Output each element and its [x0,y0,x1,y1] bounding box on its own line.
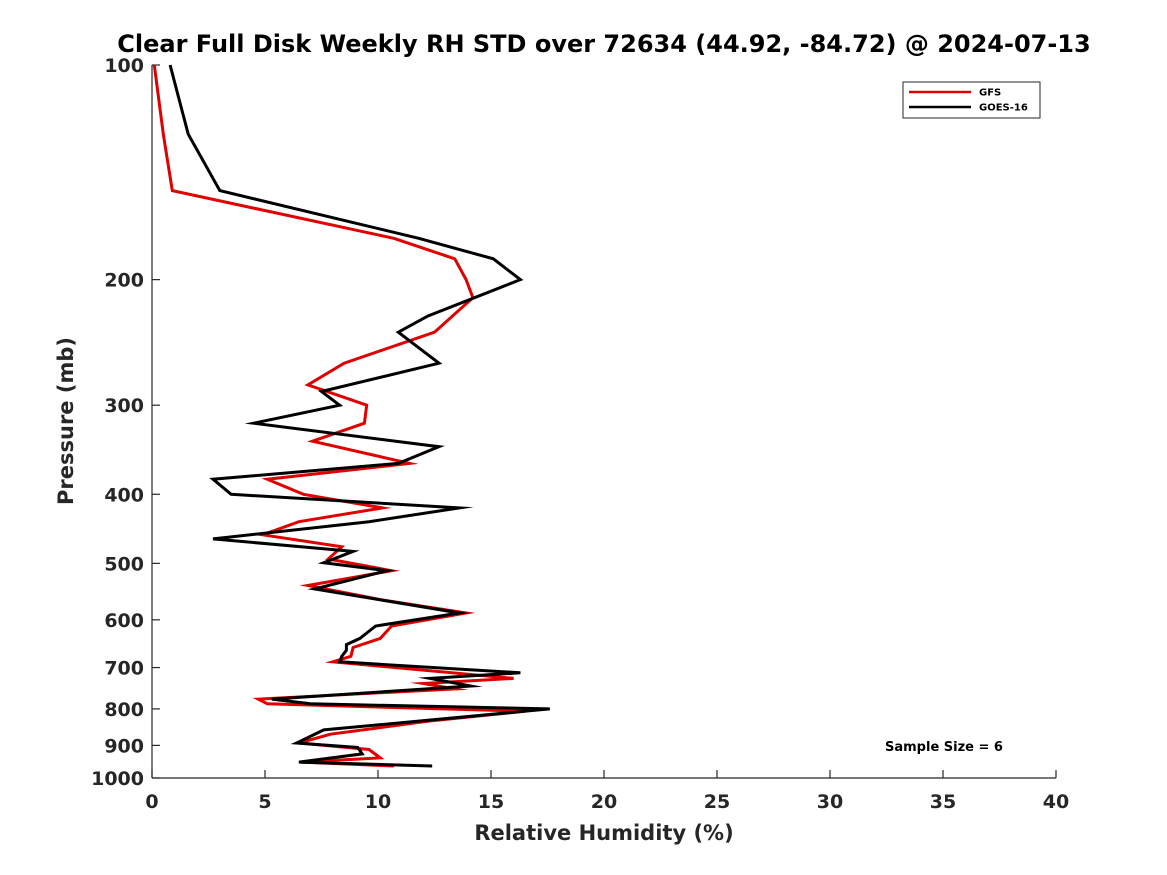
x-tick-label: 0 [145,791,158,813]
x-tick-label: 20 [591,791,617,813]
legend: GFS GOES-16 [902,81,1041,119]
series-layer [152,64,550,768]
y-tick-label: 900 [104,735,144,757]
legend-label-gfs: GFS [979,88,1001,99]
chart-title: Clear Full Disk Weekly RH STD over 72634… [117,30,1090,58]
x-axis-ticks: 0 5 10 15 20 25 30 35 40 [145,770,1069,813]
y-tick-label: 500 [104,553,144,575]
series-line-goes-16 [168,64,550,768]
x-tick-label: 30 [817,791,843,813]
x-tick-label: 5 [258,791,271,813]
plot-area [152,65,1056,778]
y-tick-label: 100 [104,55,144,77]
x-tick-label: 15 [478,791,504,813]
y-tick-label: 1000 [91,768,144,790]
legend-box [902,81,1041,119]
y-tick-label: 800 [104,699,144,721]
y-axis-ticks: 100 200 300 400 500 600 700 800 900 1000 [91,55,160,790]
legend-label-goes-16: GOES-16 [979,103,1028,114]
x-tick-label: 25 [704,791,730,813]
y-tick-label: 200 [104,270,144,292]
y-tick-label: 700 [104,658,144,680]
y-axis-label: Pressure (mb) [54,337,78,505]
sample-size-annotation: Sample Size = 6 [885,740,1003,755]
x-axis-label: Relative Humidity (%) [474,821,733,845]
x-tick-label: 40 [1043,791,1069,813]
y-tick-label: 600 [104,610,144,632]
x-tick-label: 35 [930,791,956,813]
y-tick-label: 400 [104,484,144,506]
x-tick-label: 10 [365,791,391,813]
y-tick-label: 300 [104,395,144,417]
